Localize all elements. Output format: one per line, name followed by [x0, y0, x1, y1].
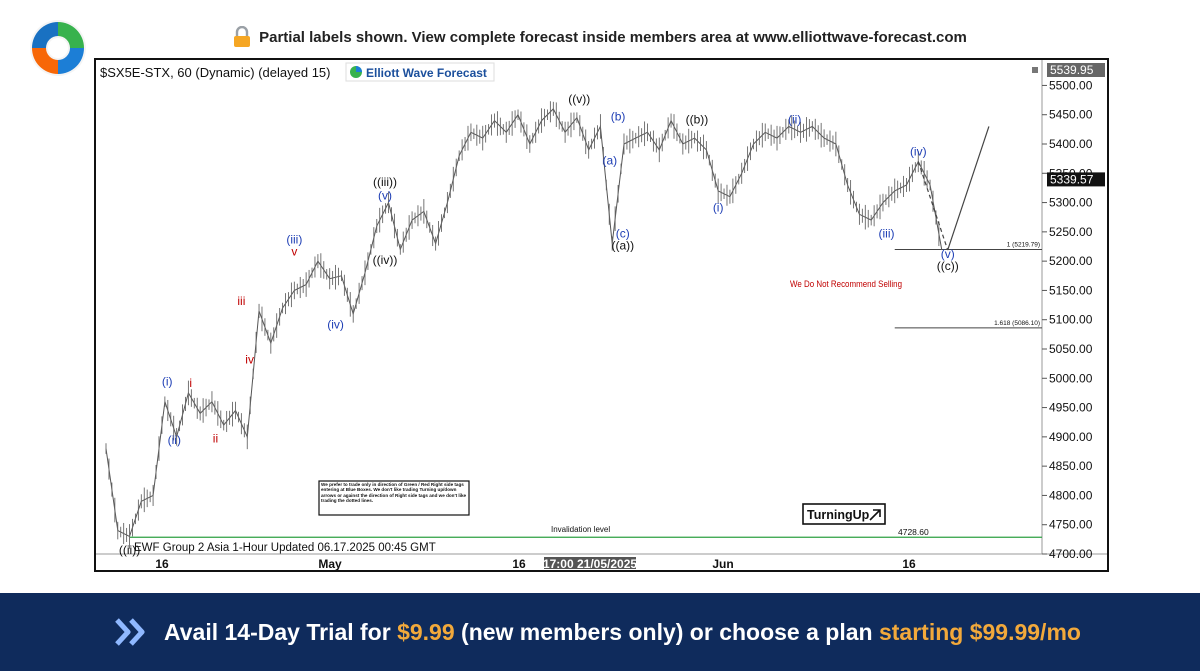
wave-label: (v)	[378, 189, 392, 203]
y-tick-label: 4900.00	[1049, 430, 1093, 444]
y-tick-label: 4850.00	[1049, 459, 1093, 473]
chart-menu-icon[interactable]	[1032, 67, 1038, 73]
wave-label: (iii)	[878, 227, 894, 241]
wave-label: (iv)	[327, 318, 344, 332]
notice-text: Partial labels shown. View complete fore…	[259, 29, 967, 46]
y-tick-label: 5050.00	[1049, 342, 1093, 356]
chart-footer: EWF Group 2 Asia 1-Hour Updated 06.17.20…	[134, 542, 436, 554]
double-chevron-icon	[115, 618, 145, 646]
wave-label: (c)	[616, 227, 630, 241]
last-price-label: 5339.57	[1050, 172, 1094, 186]
arrow-up-right-icon	[869, 509, 881, 521]
wave-label: (ii)	[168, 433, 181, 447]
y-tick-label: 5450.00	[1049, 108, 1093, 122]
wave-label: v	[291, 244, 297, 258]
y-tick-label: 4700.00	[1049, 547, 1093, 561]
x-cursor-label-bg	[544, 557, 636, 569]
top-price-bg	[1047, 63, 1105, 77]
y-tick-label: 4950.00	[1049, 401, 1093, 415]
y-tick-label: 4800.00	[1049, 488, 1093, 502]
y-tick-label: 5500.00	[1049, 78, 1093, 92]
wave-label: i	[189, 376, 192, 390]
wave-label: ((a))	[611, 238, 634, 252]
no-selling-note: We Do Not Recommend Selling	[790, 279, 902, 290]
y-tick-label: 5000.00	[1049, 371, 1093, 385]
wave-label: (i)	[713, 200, 724, 214]
promo-text: Avail 14-Day Trial for $9.99 (new member…	[164, 619, 1081, 646]
y-tick-label: 5250.00	[1049, 225, 1093, 239]
chart-svg: 1 (5219.79) 1.618 (5086.10) Invalidation l…	[96, 60, 1107, 570]
wave-label: ((iv))	[373, 253, 398, 267]
y-tick-label: 4750.00	[1049, 518, 1093, 532]
y-tick-label: 5200.00	[1049, 254, 1093, 268]
wave-label: (b)	[611, 110, 626, 124]
disclaimer-text: We prefer to trade only in direction of …	[321, 482, 467, 504]
wave-label: ((b))	[686, 113, 709, 127]
y-tick-label: 5400.00	[1049, 137, 1093, 151]
y-tick-label: 5150.00	[1049, 283, 1093, 297]
wave-label: (iv)	[910, 145, 927, 159]
y-tick-label: 5300.00	[1049, 196, 1093, 210]
wave-label: (i)	[162, 374, 173, 388]
x-tick-label: 17:00 21/05/2025	[543, 557, 637, 570]
wave-label: (iii)	[286, 233, 302, 247]
wave-label: (ii)	[788, 113, 801, 127]
brand-logo-icon	[30, 20, 86, 76]
turning-up-badge: TurningUp	[802, 503, 886, 525]
wave-label: iv	[245, 353, 254, 367]
invalidation-value: 4728.60	[898, 527, 929, 537]
wave-label: ((v))	[568, 92, 590, 106]
chart-frame: 1 (5219.79) 1.618 (5086.10) Invalidation l…	[94, 58, 1109, 572]
partial-labels-notice: Partial labels shown. View complete fore…	[0, 26, 1200, 48]
disclaimer-box: We prefer to trade only in direction of …	[318, 480, 470, 516]
wave-label: ((ii))	[119, 543, 140, 557]
fib-level-label: 1.618 (5086.10)	[994, 320, 1040, 327]
x-tick-label: Jun	[712, 557, 733, 570]
lock-icon	[234, 26, 251, 47]
wave-label: (a)	[603, 154, 618, 168]
y-tick-label: 5100.00	[1049, 313, 1093, 327]
wave-label: (v)	[941, 247, 955, 261]
last-price-bg	[1047, 172, 1105, 187]
ewf-brand: Elliott Wave Forecast	[345, 62, 495, 82]
x-tick-label: 16	[512, 557, 526, 570]
promo-part1: Avail 14-Day Trial for	[164, 619, 398, 645]
promo-plan: starting $99.99/mo	[878, 619, 1081, 645]
ewf-brand-text: Elliott Wave Forecast	[366, 66, 487, 80]
x-tick-label: 16	[902, 557, 916, 570]
projection-dashed-line	[917, 161, 949, 251]
chart-title: $SX5E-STX, 60 (Dynamic) (delayed 15)	[100, 65, 330, 80]
invalidation-label: Invalidation level	[551, 525, 610, 534]
wave-label: ((c))	[937, 259, 959, 273]
wave-label: iii	[237, 294, 245, 308]
turning-up-text: TurningUp	[807, 508, 870, 522]
fib-level-label: 1 (5219.79)	[1007, 242, 1040, 249]
x-tick-label: 16	[155, 557, 169, 570]
x-tick-label: May	[318, 557, 342, 570]
promo-part2: (new members only) or choose a plan	[454, 619, 879, 645]
promo-price: $9.99	[397, 619, 455, 645]
projection-line	[947, 126, 990, 251]
promo-banner[interactable]: Avail 14-Day Trial for $9.99 (new member…	[0, 593, 1200, 671]
top-price-label: 5539.95	[1050, 63, 1094, 77]
wave-label: ii	[213, 432, 218, 446]
wave-label: ((iii))	[373, 175, 397, 189]
